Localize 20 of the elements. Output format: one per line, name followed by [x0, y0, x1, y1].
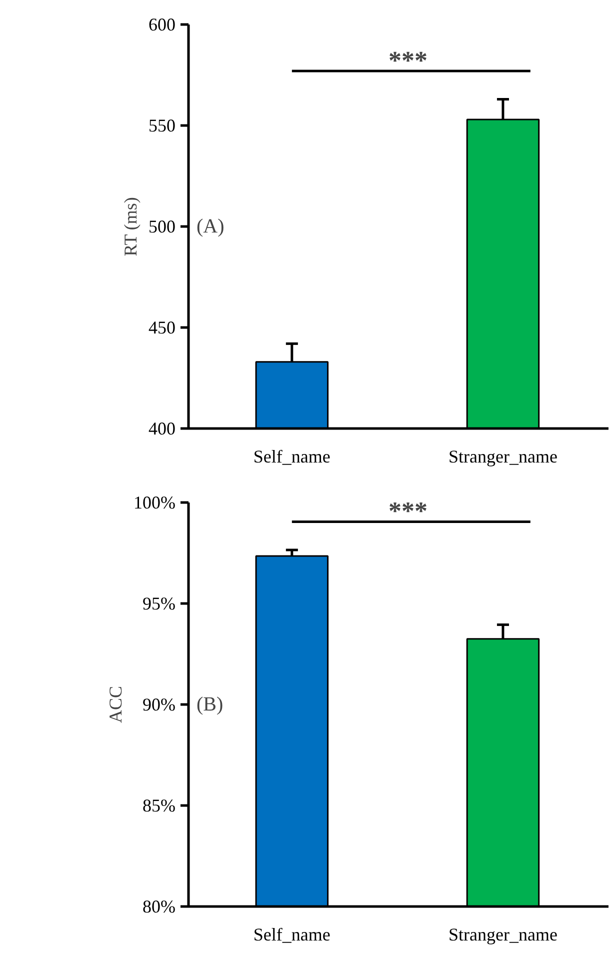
y-tick-label: 90%	[142, 694, 176, 714]
annotation: ***	[388, 46, 428, 75]
x-tick-label: Stranger_name	[448, 924, 558, 944]
y-tick-label: 85%	[142, 796, 176, 816]
annotation: (B)	[196, 694, 224, 716]
x-tick-label: Stranger_name	[448, 446, 558, 466]
y-tick-label: 95%	[142, 594, 176, 614]
y-tick-label: 550	[148, 116, 176, 136]
y-tick-label: 400	[148, 418, 176, 438]
y-tick-label: 500	[148, 216, 176, 236]
y-tick-label: 600	[148, 14, 176, 34]
y-axis-title: ACC	[106, 686, 126, 724]
y-tick-label: 100%	[134, 492, 176, 512]
y-tick-label: 80%	[142, 896, 176, 916]
y-tick-label: 450	[148, 318, 176, 338]
x-tick-label: Self_name	[253, 924, 330, 944]
annotation: ***	[388, 496, 428, 526]
annotation: (A)	[196, 216, 224, 238]
y-axis-title: RT (ms)	[120, 197, 140, 256]
x-tick-label: Self_name	[253, 446, 330, 466]
